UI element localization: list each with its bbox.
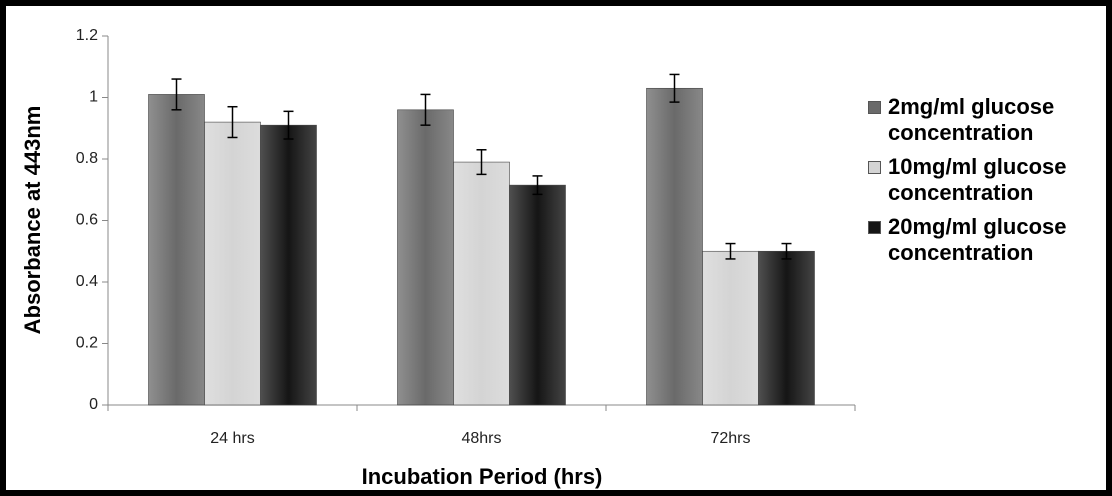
y-tick-label: 0.4 (76, 273, 98, 290)
x-tick-label: 48hrs (461, 430, 501, 447)
legend: 2mg/ml glucose concentration 10mg/ml gluc… (866, 94, 1096, 274)
y-tick-label: 0 (89, 396, 98, 413)
legend-label: 10mg/ml glucose concentration (888, 154, 1067, 205)
y-tick-label: 0.6 (76, 212, 98, 229)
error-bar (669, 73, 680, 103)
error-bar (476, 149, 487, 176)
bar (148, 94, 205, 406)
y-tick-label: 0.2 (76, 335, 98, 352)
x-axis-title: Incubation Period (hrs) (362, 464, 603, 489)
legend-swatch (868, 101, 881, 114)
error-bar (420, 93, 431, 126)
x-tick-label: 72hrs (710, 430, 750, 447)
legend-label: 2mg/ml glucose concentration (888, 94, 1055, 145)
y-tick-label: 0.8 (76, 150, 98, 167)
bar (646, 87, 703, 406)
legend-item: 20mg/ml glucose concentration (866, 214, 1096, 266)
y-tick-label: 1.2 (76, 27, 98, 44)
legend-item: 2mg/ml glucose concentration (866, 94, 1096, 146)
bar (509, 184, 566, 406)
bar (758, 250, 815, 406)
legend-label: 20mg/ml glucose concentration (888, 214, 1067, 265)
y-axis-title: Absorbance at 443nm (20, 106, 45, 335)
bar (702, 250, 759, 406)
x-tick-label: 24 hrs (210, 430, 254, 447)
legend-item: 10mg/ml glucose concentration (866, 154, 1096, 206)
legend-swatch (868, 161, 881, 174)
y-tick-label: 1 (89, 89, 98, 106)
error-bar (283, 110, 294, 140)
error-bar (532, 175, 543, 196)
error-bar (227, 105, 238, 139)
bar (453, 161, 510, 406)
error-bar (725, 242, 736, 260)
error-bar (171, 78, 182, 111)
bar (204, 121, 261, 406)
legend-swatch (868, 221, 881, 234)
error-bar (781, 242, 792, 260)
bar (260, 124, 317, 406)
bar (397, 109, 454, 406)
